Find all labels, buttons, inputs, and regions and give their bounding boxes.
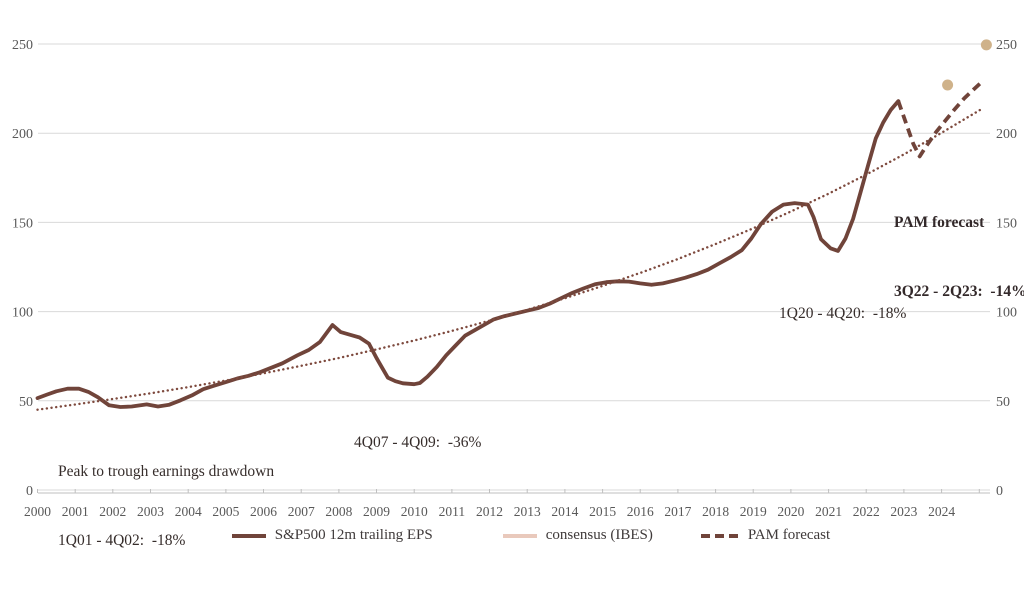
annotation-line: 1Q20 - 4Q20: -18% <box>779 305 907 322</box>
legend-item-consensus: consensus (IBES) <box>502 527 653 544</box>
annotation-drawdown-2008: 4Q07 - 4Q09: -36% <box>354 385 481 500</box>
legend-item-pam: PAM forecast <box>700 527 831 544</box>
annotation-drawdown-2001: Peak to trough earnings drawdown 1Q01 - … <box>58 414 274 598</box>
x-axis-label: 2019 <box>740 504 767 519</box>
consensus-dot <box>980 39 992 51</box>
y-axis-label-left: 150 <box>12 216 33 231</box>
sp500-line-swatch-icon <box>231 533 266 538</box>
y-axis-label-right: 0 <box>996 484 1003 499</box>
x-axis-label: 2016 <box>627 504 654 519</box>
x-axis-label: 2022 <box>853 504 880 519</box>
y-axis-label-left: 200 <box>12 127 33 142</box>
y-axis-label-left: 50 <box>19 395 33 410</box>
x-axis-label: 2001 <box>62 504 89 519</box>
legend-label: consensus (IBES) <box>545 527 653 543</box>
annotation-drawdown-2020: 1Q20 - 4Q20: -18% <box>779 256 906 371</box>
y-axis-label-right: 250 <box>996 38 1017 53</box>
annotation-pam-forecast: PAM forecast 3Q22 - 2Q23: -14% <box>894 165 1024 349</box>
sp500-eps-line <box>35 99 901 409</box>
consensus-dot <box>942 79 954 91</box>
consensus-line-swatch-icon <box>502 533 537 538</box>
annotation-line: 4Q07 - 4Q09: -36% <box>354 434 482 451</box>
x-axis-label: 2010 <box>401 504 428 519</box>
x-axis-label: 2014 <box>551 504 578 519</box>
x-axis-label: 2006 <box>250 504 277 519</box>
pam-forecast-line <box>896 80 984 159</box>
pam-dashed-swatch-icon <box>700 533 739 538</box>
y-axis-label-right: 50 <box>996 395 1010 410</box>
x-axis-label: 2009 <box>363 504 390 519</box>
x-axis-label: 2000 <box>24 504 51 519</box>
trend-dotted-line <box>36 106 985 411</box>
y-axis-label-left: 100 <box>12 306 33 321</box>
y-axis-label-right: 150 <box>996 216 1017 231</box>
legend-label: S&P500 12m trailing EPS <box>274 527 433 543</box>
y-axis-label-left: 250 <box>12 38 33 53</box>
eps-chart-figure: 0 0 50 50 100 100 150 150 200 200 250 250 2000 2001 20… <box>0 38 1024 549</box>
x-axis-label: 2015 <box>589 504 616 519</box>
annotation-line: PAM forecast <box>894 214 985 231</box>
eps-chart-canvas: 0 0 50 50 100 100 150 150 200 200 250 250 2000 2001 20… <box>12 38 1017 519</box>
x-axis-label: 2002 <box>99 504 126 519</box>
x-axis-label: 2005 <box>212 504 239 519</box>
annotation-line: 1Q01 - 4Q02: -18% <box>58 532 186 549</box>
x-axis-label: 2012 <box>476 504 503 519</box>
x-axis-label: 2024 <box>928 504 955 519</box>
legend-label: PAM forecast <box>747 527 831 543</box>
legend-item-sp500-eps: S&P500 12m trailing EPS <box>231 527 433 544</box>
x-axis-label: 2017 <box>664 504 691 519</box>
y-axis-label-right: 100 <box>996 306 1017 321</box>
chart-legend: S&P500 12m trailing EPS consensus (IBES)… <box>0 527 1024 544</box>
x-axis-label: 2021 <box>815 504 842 519</box>
x-axis-label: 2008 <box>325 504 352 519</box>
x-axis-label: 2013 <box>514 504 541 519</box>
annotation-line: 3Q22 - 2Q23: -14% <box>894 283 1024 300</box>
x-axis-label: 2003 <box>137 504 164 519</box>
x-axis-label: 2011 <box>439 504 466 519</box>
x-axis-label: 2018 <box>702 504 729 519</box>
x-axis-label: 2023 <box>890 504 917 519</box>
annotation-line: Peak to trough earnings drawdown <box>58 463 275 480</box>
x-axis-label: 2004 <box>175 504 202 519</box>
x-axis-label: 2007 <box>288 504 315 519</box>
y-axis-label-left: 0 <box>26 484 33 499</box>
y-axis-label-right: 200 <box>996 127 1017 142</box>
x-axis-label: 2020 <box>777 504 804 519</box>
